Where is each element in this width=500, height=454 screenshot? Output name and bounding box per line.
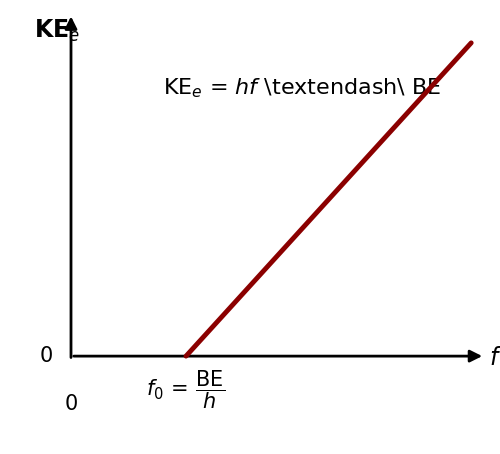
- Text: f: f: [490, 346, 498, 370]
- Text: 0: 0: [40, 346, 52, 366]
- Text: KE$_e$ = $hf$ \textendash\ BE: KE$_e$ = $hf$ \textendash\ BE: [163, 76, 441, 100]
- Text: KE$_e$: KE$_e$: [34, 18, 80, 44]
- Text: $f_0\,=\,\dfrac{\mathrm{BE}}{h}$: $f_0\,=\,\dfrac{\mathrm{BE}}{h}$: [146, 369, 226, 411]
- Text: 0: 0: [64, 394, 78, 414]
